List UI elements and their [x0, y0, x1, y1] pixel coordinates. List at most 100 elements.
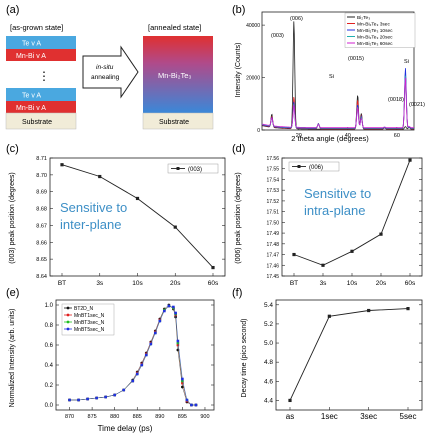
panel-b-ytick-label: 40000 [246, 23, 260, 29]
xrd-series-line [261, 77, 414, 128]
panel-e-frame [55, 299, 215, 411]
panel-e-legend-marker [66, 327, 70, 331]
panel-f-point [367, 308, 371, 313]
panel-c-annotation-1: Sensitive to [60, 200, 127, 215]
panel-d-ylabel: (006) peak position (degrees) [235, 172, 242, 263]
panel-d-ytick-label: 17.55 [266, 167, 279, 173]
panel-d-label: (d) [232, 143, 245, 155]
panel-d-xtick-label: 20s [376, 280, 387, 287]
panel-e-ytick-label: 1.0 [45, 303, 54, 309]
panel-f-plot: 4.4 4.6 4.8 5.0 5.2 5.4 as 1sec 3sec 5sec [264, 299, 423, 421]
panel-e-ytick-label: 0.2 [45, 383, 54, 389]
substrate-right-label: Substrate [159, 119, 189, 126]
panel-b-ylabel: Intensity (Counts) [235, 43, 242, 98]
panel-e-legend-entry: MnBT1sec_N [74, 313, 105, 319]
panel-e-point [194, 403, 198, 407]
panel-e-series-line [69, 305, 196, 406]
panel-e-ytick-label: 0.8 [45, 323, 54, 329]
peak-label-0015: (0015) [348, 56, 364, 62]
layer-te-1 [6, 36, 76, 49]
arrow-text-1: in-situ [96, 64, 114, 71]
substrate-left-label: Substrate [22, 119, 52, 126]
panel-e-ytick-label: 0.0 [45, 403, 54, 409]
panel-b-legend-entry: Bi₂Te₃ [357, 15, 370, 21]
panel-e-ytick-label: 0.4 [45, 363, 54, 369]
panel-c-ylabel: (003) peak position (degrees) [9, 172, 16, 263]
panel-b-frame [261, 11, 415, 131]
panel-e-plot: 0.0 0.2 0.4 0.6 0.8 1.0 870 875 880 885 890 895 900 B… [45, 299, 215, 420]
arrow-text-2: annealing [91, 74, 120, 81]
panel-e-legend-entry: BT2D_N [74, 306, 94, 312]
panel-d-plot: 17.45 17.46 17.47 17.48 17.49 17.50 17.51 17.52… [266, 156, 423, 287]
panel-e-xtick-label: 880 [110, 414, 119, 420]
panel-c: (c) (003) peak position (degrees) 8.648.… [6, 143, 226, 287]
panel-c-ytick-label: 8.68 [36, 207, 47, 213]
panel-c-xtick-label: 10s [132, 280, 143, 287]
panel-f-label: (f) [232, 287, 242, 299]
panel-c-xtick-label: BT [58, 280, 66, 287]
panel-d-ytick-label: 17.51 [266, 210, 279, 216]
layer-mnbi-1 [6, 49, 76, 61]
panel-e-legend-marker [66, 313, 70, 317]
panel-c-legend-box [167, 163, 219, 174]
panel-f-xtick-label: 1sec [321, 412, 338, 421]
stack-dots: ⋮ [38, 69, 50, 83]
layer-mnbi-2-label: Mn-Bi v A [16, 105, 46, 112]
panel-d-xtick-label: 3s [320, 280, 328, 287]
panel-e-ytick-label: 0.6 [45, 343, 54, 349]
panel-f-xtick-label: 5sec [400, 412, 417, 421]
panel-d-ytick-label: 17.53 [266, 188, 279, 194]
layer-mnbi-1-label: Mn-Bi v A [16, 53, 46, 60]
panel-d-xtick-label: 10s [347, 280, 358, 287]
panel-f-ylabel: Decay time (pico second) [241, 319, 248, 398]
panel-f: (f) Decay time (pico second) 4.4 4.6 4.8 5.… [232, 287, 423, 421]
layer-te-2 [6, 88, 76, 101]
panel-d-legend-box [288, 161, 340, 172]
panel-c-ytick-label: 8.69 [36, 190, 47, 196]
panel-b-legend-entry: Mn-Bi₂Te₃ 60sec [357, 41, 393, 47]
annealed-layer-label: Mn-Bi₂Te₃ [158, 71, 191, 80]
panel-f-point [288, 398, 292, 403]
panel-e-legend-entry: MnBT5sec_N [74, 327, 105, 333]
panel-c-point [211, 265, 215, 270]
annealed-layer [143, 36, 213, 113]
panel-d-ytick-label: 17.48 [266, 242, 279, 248]
panel-f-frame [275, 299, 423, 411]
panel-d-ytick-label: 17.56 [266, 156, 279, 162]
panel-b-ytick-label: 0 [257, 128, 260, 134]
panel-d-annotation-2: intra-plane [304, 203, 365, 218]
panel-c-point [60, 163, 64, 167]
panel-b-xlabel: 2 theta angle (degrees) [291, 134, 369, 143]
panel-f-ytick-label: 5.4 [264, 302, 273, 309]
panel-e-label: (e) [6, 287, 19, 299]
panel-b-xtick-label: 20 [296, 133, 302, 139]
panel-d-point [350, 249, 354, 253]
panel-f-ytick-label: 4.4 [264, 397, 273, 404]
panel-f-point [406, 307, 410, 311]
panel-f-series-line [289, 308, 409, 401]
panel-e-xtick-label: 885 [133, 414, 142, 420]
panel-b-legend-entry: Mn-Bi₂Te₃ 10sec [357, 28, 393, 34]
panel-d-ytick-label: 17.54 [266, 177, 279, 183]
panel-e-legend-box [61, 303, 115, 336]
panel-d-ytick-label: 17.50 [266, 220, 279, 226]
panel-e-xtick-label: 900 [200, 414, 209, 420]
panel-d-ytick-label: 17.47 [266, 253, 279, 259]
panel-d-annotation-1: Sensitive to [304, 186, 371, 201]
substrate-right [142, 112, 214, 130]
annealing-arrow [82, 45, 139, 99]
panel-d-ytick-label: 17.52 [266, 199, 279, 205]
panel-d-xtick-label: 60s [405, 280, 416, 287]
panel-c-legend-marker [176, 167, 180, 170]
panel-b-legend-entry: Mn-Bi₂Te₃ 3sec [357, 22, 390, 28]
panel-d-point [292, 252, 296, 257]
panel-c-point [135, 196, 140, 201]
panel-b-xtick-label: 40 [345, 133, 351, 139]
peak-label-003: (003) [271, 33, 284, 39]
asgrown-label: [as-grown state] [10, 23, 63, 32]
panel-e-legend-marker [66, 306, 70, 310]
panel-c-label: (c) [6, 143, 19, 155]
panel-d-xtick-label: BT [290, 280, 298, 287]
layer-te-2-label: Te v A [22, 93, 41, 100]
